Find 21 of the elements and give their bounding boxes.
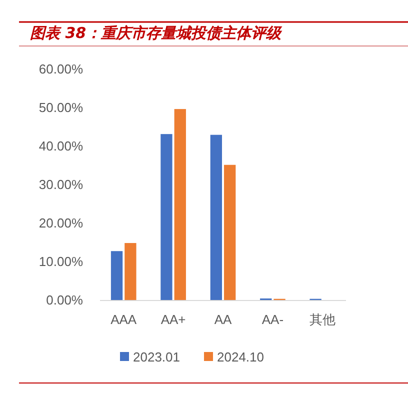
- y-tick-label: 20.00%: [38, 216, 84, 231]
- y-tick-label: 40.00%: [38, 138, 84, 154]
- y-tick-label: 30.00%: [38, 177, 84, 192]
- bar: [110, 251, 123, 300]
- bar: [174, 109, 186, 300]
- bar: [124, 243, 136, 300]
- legend-label: 2024.10: [217, 350, 264, 365]
- bar: [160, 134, 172, 300]
- legend-label: 2023.01: [133, 350, 180, 365]
- x-tick-label: 其他: [309, 312, 336, 327]
- y-tick-label: 60.00%: [38, 62, 84, 77]
- x-tick-label: AA-: [262, 312, 284, 327]
- bar: [224, 164, 236, 300]
- x-tick-label: AA+: [160, 312, 186, 327]
- y-tick-label: 10.00%: [38, 254, 84, 270]
- y-tick-label: 0.00%: [46, 292, 84, 308]
- bar: [210, 134, 222, 300]
- x-tick-label: AAA: [110, 312, 137, 327]
- y-tick-label: 50.00%: [38, 100, 84, 116]
- chart-title: 图表 38：重庆市存量城投债主体评级: [30, 24, 284, 42]
- x-tick-label: AA: [214, 312, 232, 327]
